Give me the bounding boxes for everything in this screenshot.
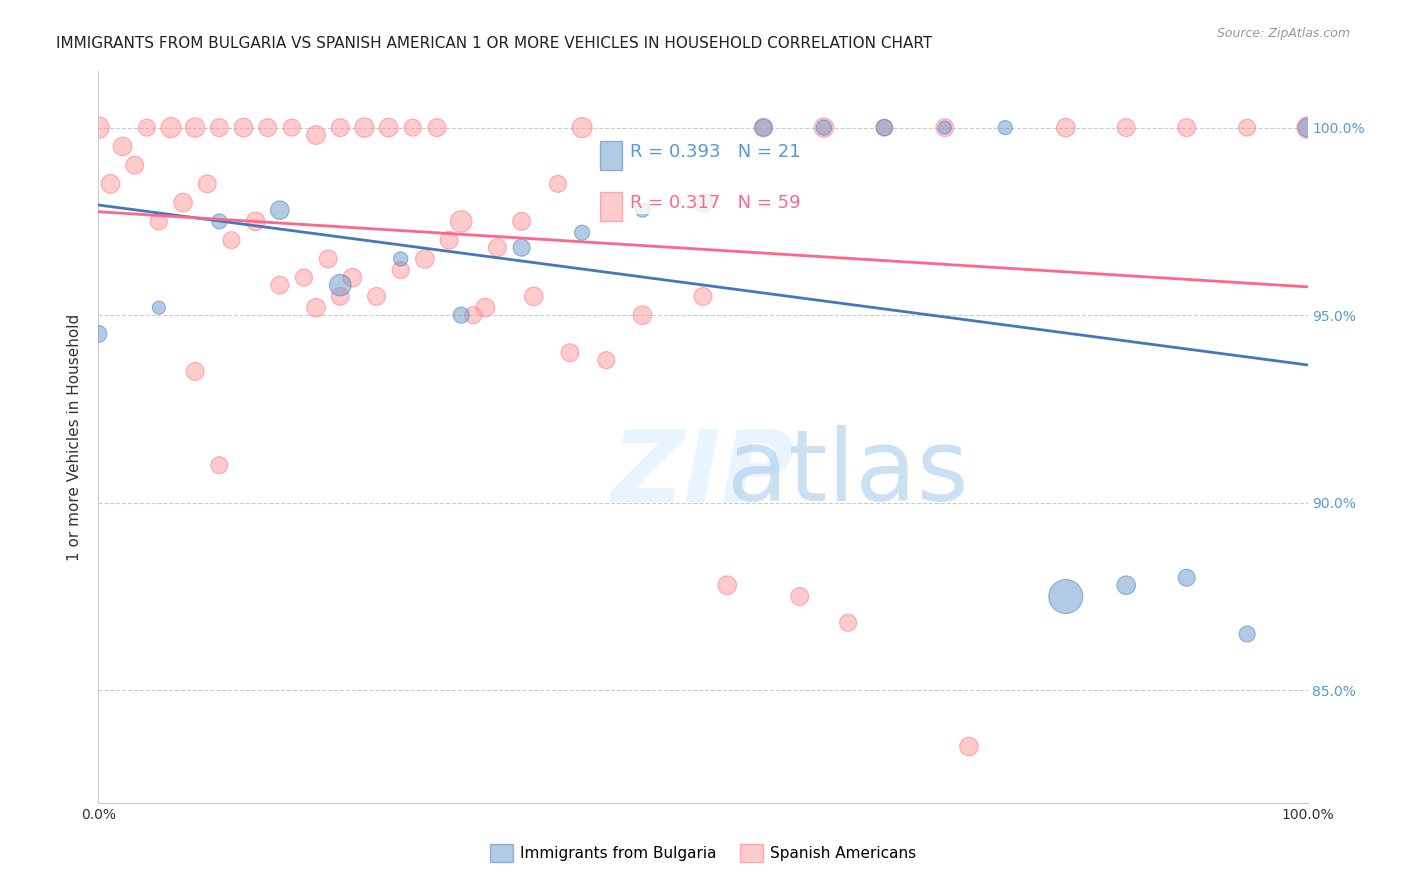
- Point: [1054, 590, 1077, 604]
- Point: [221, 233, 243, 247]
- Point: [208, 214, 231, 228]
- Point: [873, 120, 896, 135]
- Point: [87, 120, 110, 135]
- Point: [353, 120, 375, 135]
- Point: [305, 128, 328, 142]
- Point: [752, 120, 775, 135]
- Point: [184, 364, 207, 378]
- Point: [1115, 578, 1137, 592]
- Point: [413, 252, 436, 266]
- Point: [837, 615, 859, 630]
- Point: [510, 214, 533, 228]
- Point: [329, 278, 352, 293]
- Point: [208, 458, 231, 473]
- Point: [316, 252, 339, 266]
- Point: [1296, 120, 1319, 135]
- Point: [994, 120, 1017, 135]
- Point: [463, 308, 485, 322]
- Point: [426, 120, 449, 135]
- Point: [752, 120, 775, 135]
- Point: [269, 203, 291, 218]
- Point: [135, 120, 157, 135]
- Point: [366, 289, 388, 303]
- Point: [1115, 120, 1137, 135]
- Point: [292, 270, 315, 285]
- Point: [256, 120, 278, 135]
- Point: [232, 120, 254, 135]
- Point: [450, 308, 472, 322]
- Point: [813, 120, 835, 135]
- Point: [87, 326, 110, 341]
- Text: Source: ZipAtlas.com: Source: ZipAtlas.com: [1216, 27, 1350, 40]
- Point: [402, 120, 425, 135]
- FancyBboxPatch shape: [600, 141, 621, 170]
- Point: [571, 120, 593, 135]
- Text: IMMIGRANTS FROM BULGARIA VS SPANISH AMERICAN 1 OR MORE VEHICLES IN HOUSEHOLD COR: IMMIGRANTS FROM BULGARIA VS SPANISH AMER…: [56, 36, 932, 51]
- Text: atlas: atlas: [727, 425, 969, 522]
- Point: [631, 203, 654, 218]
- Point: [692, 289, 714, 303]
- Point: [450, 214, 472, 228]
- Point: [571, 226, 593, 240]
- Point: [631, 308, 654, 322]
- Text: R = 0.317   N = 59: R = 0.317 N = 59: [630, 194, 801, 212]
- Point: [692, 195, 714, 210]
- Point: [305, 301, 328, 315]
- Point: [437, 233, 460, 247]
- Text: R = 0.393   N = 21: R = 0.393 N = 21: [630, 143, 801, 161]
- Point: [329, 289, 352, 303]
- Text: ZIP: ZIP: [612, 425, 794, 522]
- Point: [329, 120, 352, 135]
- Point: [389, 252, 412, 266]
- Point: [1054, 120, 1077, 135]
- Point: [208, 120, 231, 135]
- Point: [269, 278, 291, 293]
- Y-axis label: 1 or more Vehicles in Household: 1 or more Vehicles in Household: [67, 313, 83, 561]
- Point: [184, 120, 207, 135]
- Point: [172, 195, 194, 210]
- Point: [716, 578, 738, 592]
- Legend: Immigrants from Bulgaria, Spanish Americans: Immigrants from Bulgaria, Spanish Americ…: [484, 838, 922, 868]
- Point: [377, 120, 399, 135]
- Point: [1175, 120, 1198, 135]
- Point: [148, 301, 170, 315]
- Point: [474, 301, 496, 315]
- Point: [486, 241, 509, 255]
- Point: [1236, 627, 1258, 641]
- Point: [523, 289, 546, 303]
- Point: [100, 177, 122, 191]
- Point: [547, 177, 569, 191]
- Point: [558, 345, 581, 359]
- Point: [934, 120, 956, 135]
- Point: [148, 214, 170, 228]
- Point: [124, 158, 146, 172]
- Point: [389, 263, 412, 277]
- Point: [195, 177, 218, 191]
- Point: [813, 120, 835, 135]
- Point: [1236, 120, 1258, 135]
- Point: [510, 241, 533, 255]
- Point: [934, 120, 956, 135]
- Point: [111, 139, 134, 153]
- Point: [873, 120, 896, 135]
- Point: [789, 590, 811, 604]
- Point: [245, 214, 267, 228]
- Point: [1296, 120, 1319, 135]
- Point: [957, 739, 980, 754]
- Point: [281, 120, 304, 135]
- Point: [160, 120, 183, 135]
- Point: [1175, 571, 1198, 585]
- Point: [342, 270, 364, 285]
- FancyBboxPatch shape: [600, 192, 621, 221]
- Point: [595, 353, 617, 368]
